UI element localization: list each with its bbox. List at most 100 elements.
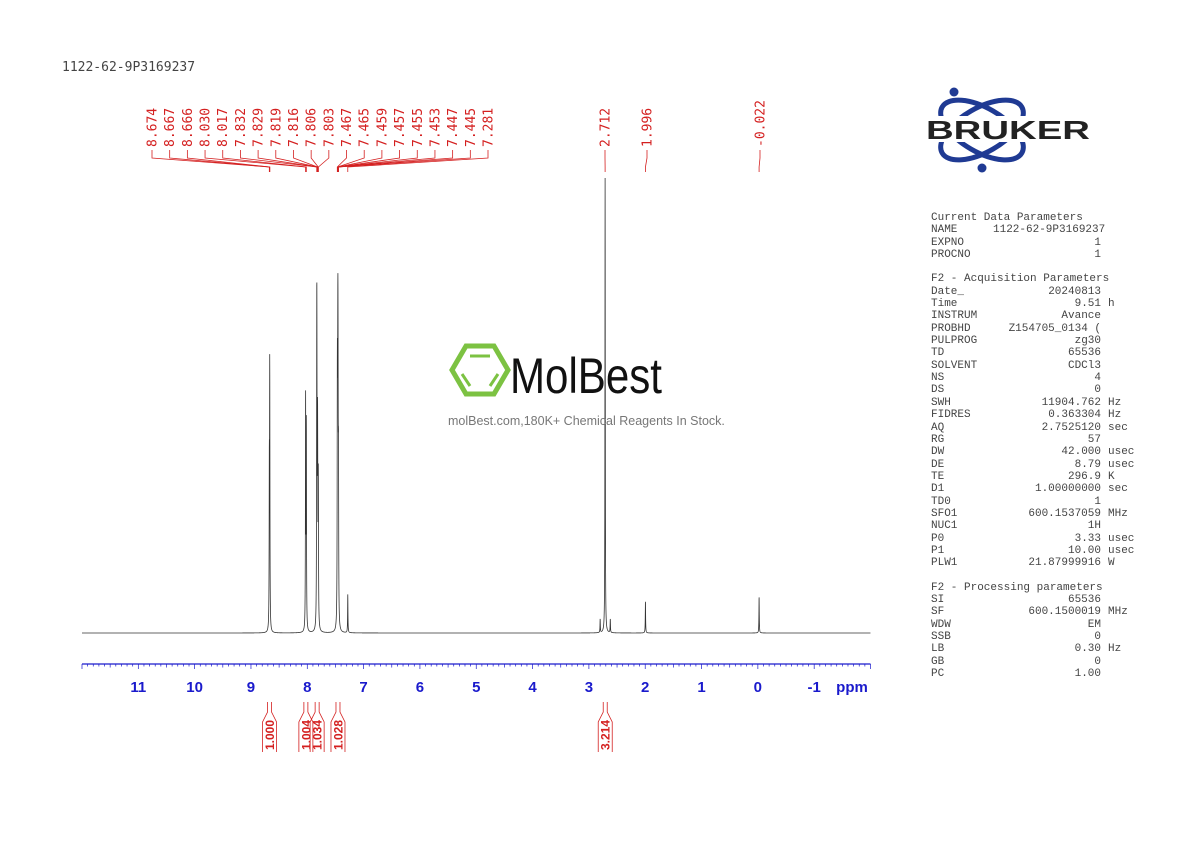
parameter-value: 8.79 [1074,458,1101,471]
parameter-row: NAME 1122-62-9P3169237 [931,224,1134,236]
parameter-name: FIDRES [931,409,971,422]
parameter-unit: usec [1108,532,1135,545]
x-tick-label: 7 [359,679,367,696]
parameter-row: INSTRUM Avance [931,310,1134,322]
parameter-value: 9.51 [1074,298,1101,311]
x-tick-label: 8 [303,679,311,696]
parameter-value: 600.1537059 [1028,507,1101,520]
parameter-unit [1101,668,1108,680]
parameter-row: LB 0.30 Hz [931,643,1134,655]
parameter-value: 0.30 [1074,643,1101,656]
peak-label-text: 7.819 [269,108,284,147]
parameter-value: 65536 [1067,593,1101,606]
integral: 1.034 [309,702,325,752]
integral-value: 1.034 [311,720,325,750]
peak-label-leader [337,150,365,172]
parameter-unit: Hz [1108,396,1122,409]
parameter-name: DS [931,384,945,397]
parameter-row: PULPROG zg30 [931,335,1134,347]
parameter-value: 0 [1094,655,1101,668]
parameter-unit: sec [1108,483,1128,496]
parameter-value: EM [1087,618,1101,631]
parameter-value: CDCl3 [1067,359,1101,372]
parameter-value: 2.7525120 [1041,421,1101,434]
parameter-row: SI 65536 [931,594,1134,606]
peak-label-leader [169,150,271,172]
peak-label-leader [317,150,330,172]
parameter-unit [1101,656,1108,668]
parameter-section: F2 - Acquisition Parameters Date_ 20240813… [931,273,1134,569]
parameter-value: 20240813 [1048,285,1101,298]
parameter-unit: Hz [1108,643,1122,656]
parameter-unit: sec [1108,421,1128,434]
parameter-section-header: F2 - Processing parameters [931,581,1103,594]
parameter-value: 0 [1094,384,1101,397]
parameter-unit: usec [1108,544,1135,557]
parameter-value: 1 [1094,249,1101,262]
peak-label-text: 7.459 [375,108,390,147]
spectrum-line [82,177,871,634]
parameter-name: PROBHD [931,322,971,335]
integral: 1.000 [262,702,277,752]
peak-label-leader [257,150,318,172]
x-tick-label: 6 [416,679,424,696]
bruker-atom-icon: BRUKER [924,87,1092,173]
peak-label-text: 7.281 [482,108,497,147]
parameter-row: PROBHD Z154705_0134 ( [931,323,1134,335]
parameter-row: TE 296.9 K [931,471,1134,483]
parameter-name: LB [931,643,945,656]
parameter-row: NS 4 [931,372,1134,384]
parameter-value: 0 [1094,631,1101,643]
parameter-row: P1 10.00 usec [931,545,1134,557]
parameter-unit [1101,496,1108,508]
peak-label: 7.445 [338,108,479,172]
parameter-name: SSB [931,631,951,643]
peak-label: -0.022 [754,100,769,172]
parameter-unit [1101,594,1108,606]
peak-label-text: 7.816 [287,108,302,147]
parameter-row: SF 600.1500019 MHz [931,606,1134,618]
parameter-value: 57 [1087,433,1101,446]
parameter-name: NUC1 [931,520,958,533]
x-axis-label: ppm [836,679,868,696]
integral: 3.214 [597,702,613,752]
x-tick-label: 3 [585,679,593,696]
peak-label-text: -0.022 [754,100,769,147]
parameter-value: zg30 [1074,335,1101,348]
bruker-logo: BRUKER [922,84,1097,183]
peak-label-text: 8.030 [199,108,214,147]
integral-value: 3.214 [599,720,613,750]
parameter-row: RG 57 [931,434,1134,446]
peak-label: 7.806 [305,108,320,172]
parameter-row: SOLVENT CDCl3 [931,360,1134,372]
parameter-value: 11904.762 [1041,396,1101,409]
x-axis: 11 10 9 8 7 6 5 4 3 2 1 0 -1 ppm [81,663,871,696]
peak-label-text: 8.666 [181,108,196,147]
x-tick-label: 0 [754,679,762,696]
peak-label-text: 7.455 [411,108,426,147]
parameter-value: 0.363304 [1048,409,1101,422]
parameter-row: WDW EM [931,619,1134,631]
parameter-name: P1 [931,544,945,557]
parameter-name: EXPNO [931,236,965,249]
parameter-name: NAME [931,224,958,237]
parameter-value: 10.00 [1067,544,1101,557]
peak-label-leader [293,150,319,172]
x-tick-label: -1 [808,679,821,696]
peak-label-text: 7.465 [358,108,373,147]
parameter-name: NS [931,372,945,385]
parameter-name: AQ [931,421,945,434]
peak-label: 7.829 [252,108,318,172]
parameter-unit [1101,249,1108,261]
parameter-row: TD0 1 [931,496,1134,508]
peak-label-text: 7.445 [464,108,479,147]
parameter-row: P0 3.33 usec [931,533,1134,545]
parameter-row: DE 8.79 usec [931,459,1134,471]
parameter-name: SF [931,606,945,619]
parameter-name: PULPROG [931,335,978,348]
parameter-name: WDW [931,618,951,631]
parameter-value: Z154705_0134 ( [1008,322,1101,335]
peak-label: 8.017 [216,108,307,172]
parameter-row: PROCNO 1 [931,249,1134,261]
